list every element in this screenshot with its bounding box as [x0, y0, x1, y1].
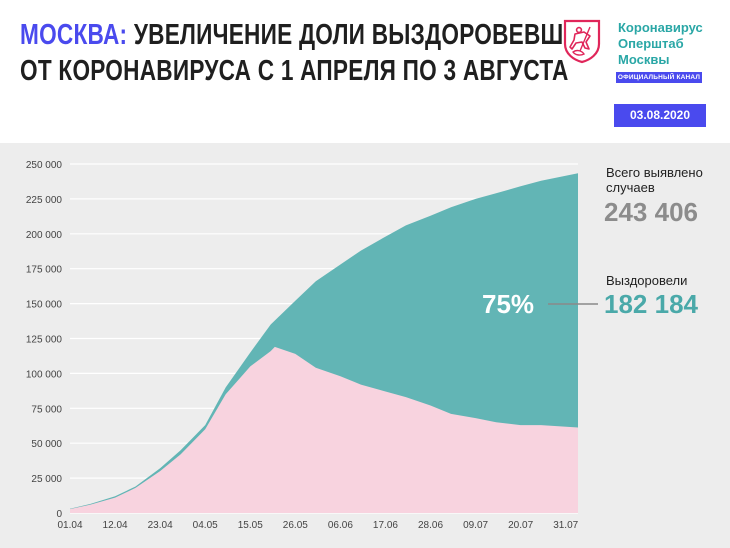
brand-line-2: Оперштаб: [618, 36, 684, 51]
y-tick-label: 50 000: [31, 439, 62, 450]
recovered-label: Выздоровели: [606, 273, 688, 288]
total-cases-label-line-1: Всего выявлено: [606, 165, 703, 180]
x-tick-label: 01.04: [57, 520, 82, 531]
x-tick-label: 06.06: [328, 520, 353, 531]
moscow-coat-of-arms-icon: [563, 19, 601, 64]
y-tick-label: 25 000: [31, 474, 62, 485]
x-tick-label: 26.05: [283, 520, 308, 531]
brand-name: Коронавирус Оперштаб Москвы: [618, 20, 703, 68]
total-cases-value: 243 406: [604, 197, 698, 227]
y-tick-label: 225 000: [26, 195, 63, 206]
recovered-share-label: 75%: [482, 289, 534, 319]
active-cases-area: [70, 346, 578, 513]
brand-line-1: Коронавирус: [618, 20, 703, 35]
official-channel-badge: ОФИЦИАЛЬНЫЙ КАНАЛ: [616, 72, 702, 83]
total-cases-label-line-2: случаев: [606, 180, 655, 195]
x-tick-label: 09.07: [463, 520, 488, 531]
y-tick-label: 200 000: [26, 230, 63, 241]
y-tick-label: 175 000: [26, 265, 63, 276]
x-tick-label: 23.04: [148, 520, 173, 531]
title-line-1: МОСКВА: УВЕЛИЧЕНИЕ ДОЛИ ВЫЗДОРОВЕВШИХ: [20, 17, 595, 53]
title-rest: УВЕЛИЧЕНИЕ ДОЛИ ВЫЗДОРОВЕВШИХ: [127, 19, 596, 51]
x-tick-label: 12.04: [103, 520, 128, 531]
y-axis-tick-labels: 0 25 000 50 000 75 000 100 000 125 000 150 000…: [26, 160, 63, 520]
x-tick-label: 20.07: [508, 520, 533, 531]
x-axis-tick-labels: 01.04 12.04 23.04 04.05 15.05 26.05 06.06 17.06…: [57, 520, 578, 531]
header: МОСКВА: УВЕЛИЧЕНИЕ ДОЛИ ВЫЗДОРОВЕВШИХ ОТ…: [0, 0, 730, 143]
total-cases-label: Всего выявлено случаев: [606, 165, 703, 195]
title-city: МОСКВА:: [20, 19, 128, 51]
y-tick-label: 125 000: [26, 335, 63, 346]
y-tick-label: 0: [56, 509, 62, 520]
x-tick-label: 04.05: [193, 520, 218, 531]
x-tick-label: 31.07: [553, 520, 578, 531]
brand-line-3: Москвы: [618, 52, 670, 67]
y-tick-label: 100 000: [26, 369, 63, 380]
y-tick-label: 75 000: [31, 404, 62, 415]
date-badge: 03.08.2020: [614, 104, 706, 127]
y-tick-label: 250 000: [26, 160, 63, 171]
x-tick-label: 15.05: [238, 520, 263, 531]
recovered-value: 182 184: [604, 289, 698, 319]
x-tick-label: 28.06: [418, 520, 443, 531]
y-tick-label: 150 000: [26, 300, 63, 311]
x-tick-label: 17.06: [373, 520, 398, 531]
